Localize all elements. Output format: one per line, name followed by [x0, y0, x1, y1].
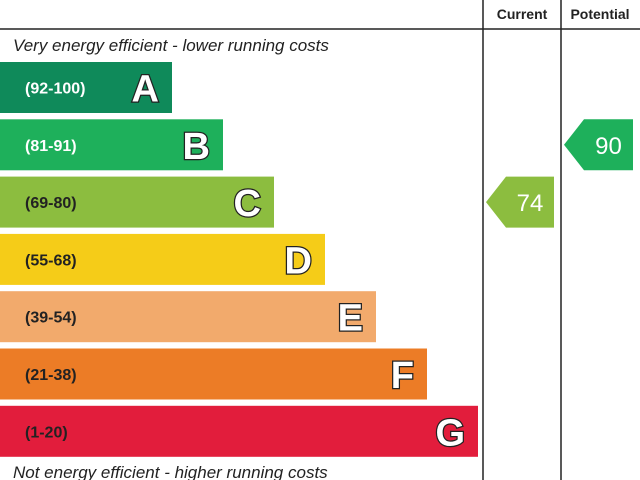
band-e-bar — [0, 291, 376, 343]
potential-rating-marker — [564, 119, 633, 171]
bottom-note: Not energy efficient - higher running co… — [13, 463, 328, 480]
band-b-bar — [0, 119, 223, 171]
band-e-letter: E — [338, 298, 363, 340]
band-b-letter: B — [183, 126, 210, 168]
band-e-range: (39-54) — [25, 310, 77, 327]
band-g-letter: G — [435, 412, 465, 454]
band-b-range: (81-91) — [25, 138, 77, 155]
current-rating-score: 74 — [517, 190, 544, 217]
band-a-bar — [0, 62, 172, 113]
band-d-letter: D — [285, 240, 312, 282]
band-d-range: (55-68) — [25, 252, 77, 269]
band-a-range: (92-100) — [25, 81, 85, 98]
band-g-bar — [0, 405, 478, 457]
rating-markers: 74 90 — [486, 119, 633, 228]
band-c-bar — [0, 176, 274, 228]
band-a-letter: A — [132, 69, 159, 111]
top-note: Very energy efficient - lower running co… — [13, 36, 329, 55]
current-rating-marker — [486, 176, 554, 228]
band-f-bar — [0, 348, 427, 400]
rating-bands: (92-100) A (81-91) B (69-80) C (55-68) D (39-54)… — [0, 62, 478, 457]
band-f-range: (21-38) — [25, 367, 77, 384]
band-c-range: (69-80) — [25, 195, 77, 212]
band-d-bar — [0, 233, 325, 285]
band-f-letter: F — [391, 355, 414, 397]
potential-column-header: Potential — [570, 6, 629, 22]
band-c-letter: C — [234, 183, 261, 225]
current-column-header: Current — [497, 6, 548, 22]
band-g-range: (1-20) — [25, 424, 68, 441]
potential-rating-score: 90 — [595, 133, 622, 160]
